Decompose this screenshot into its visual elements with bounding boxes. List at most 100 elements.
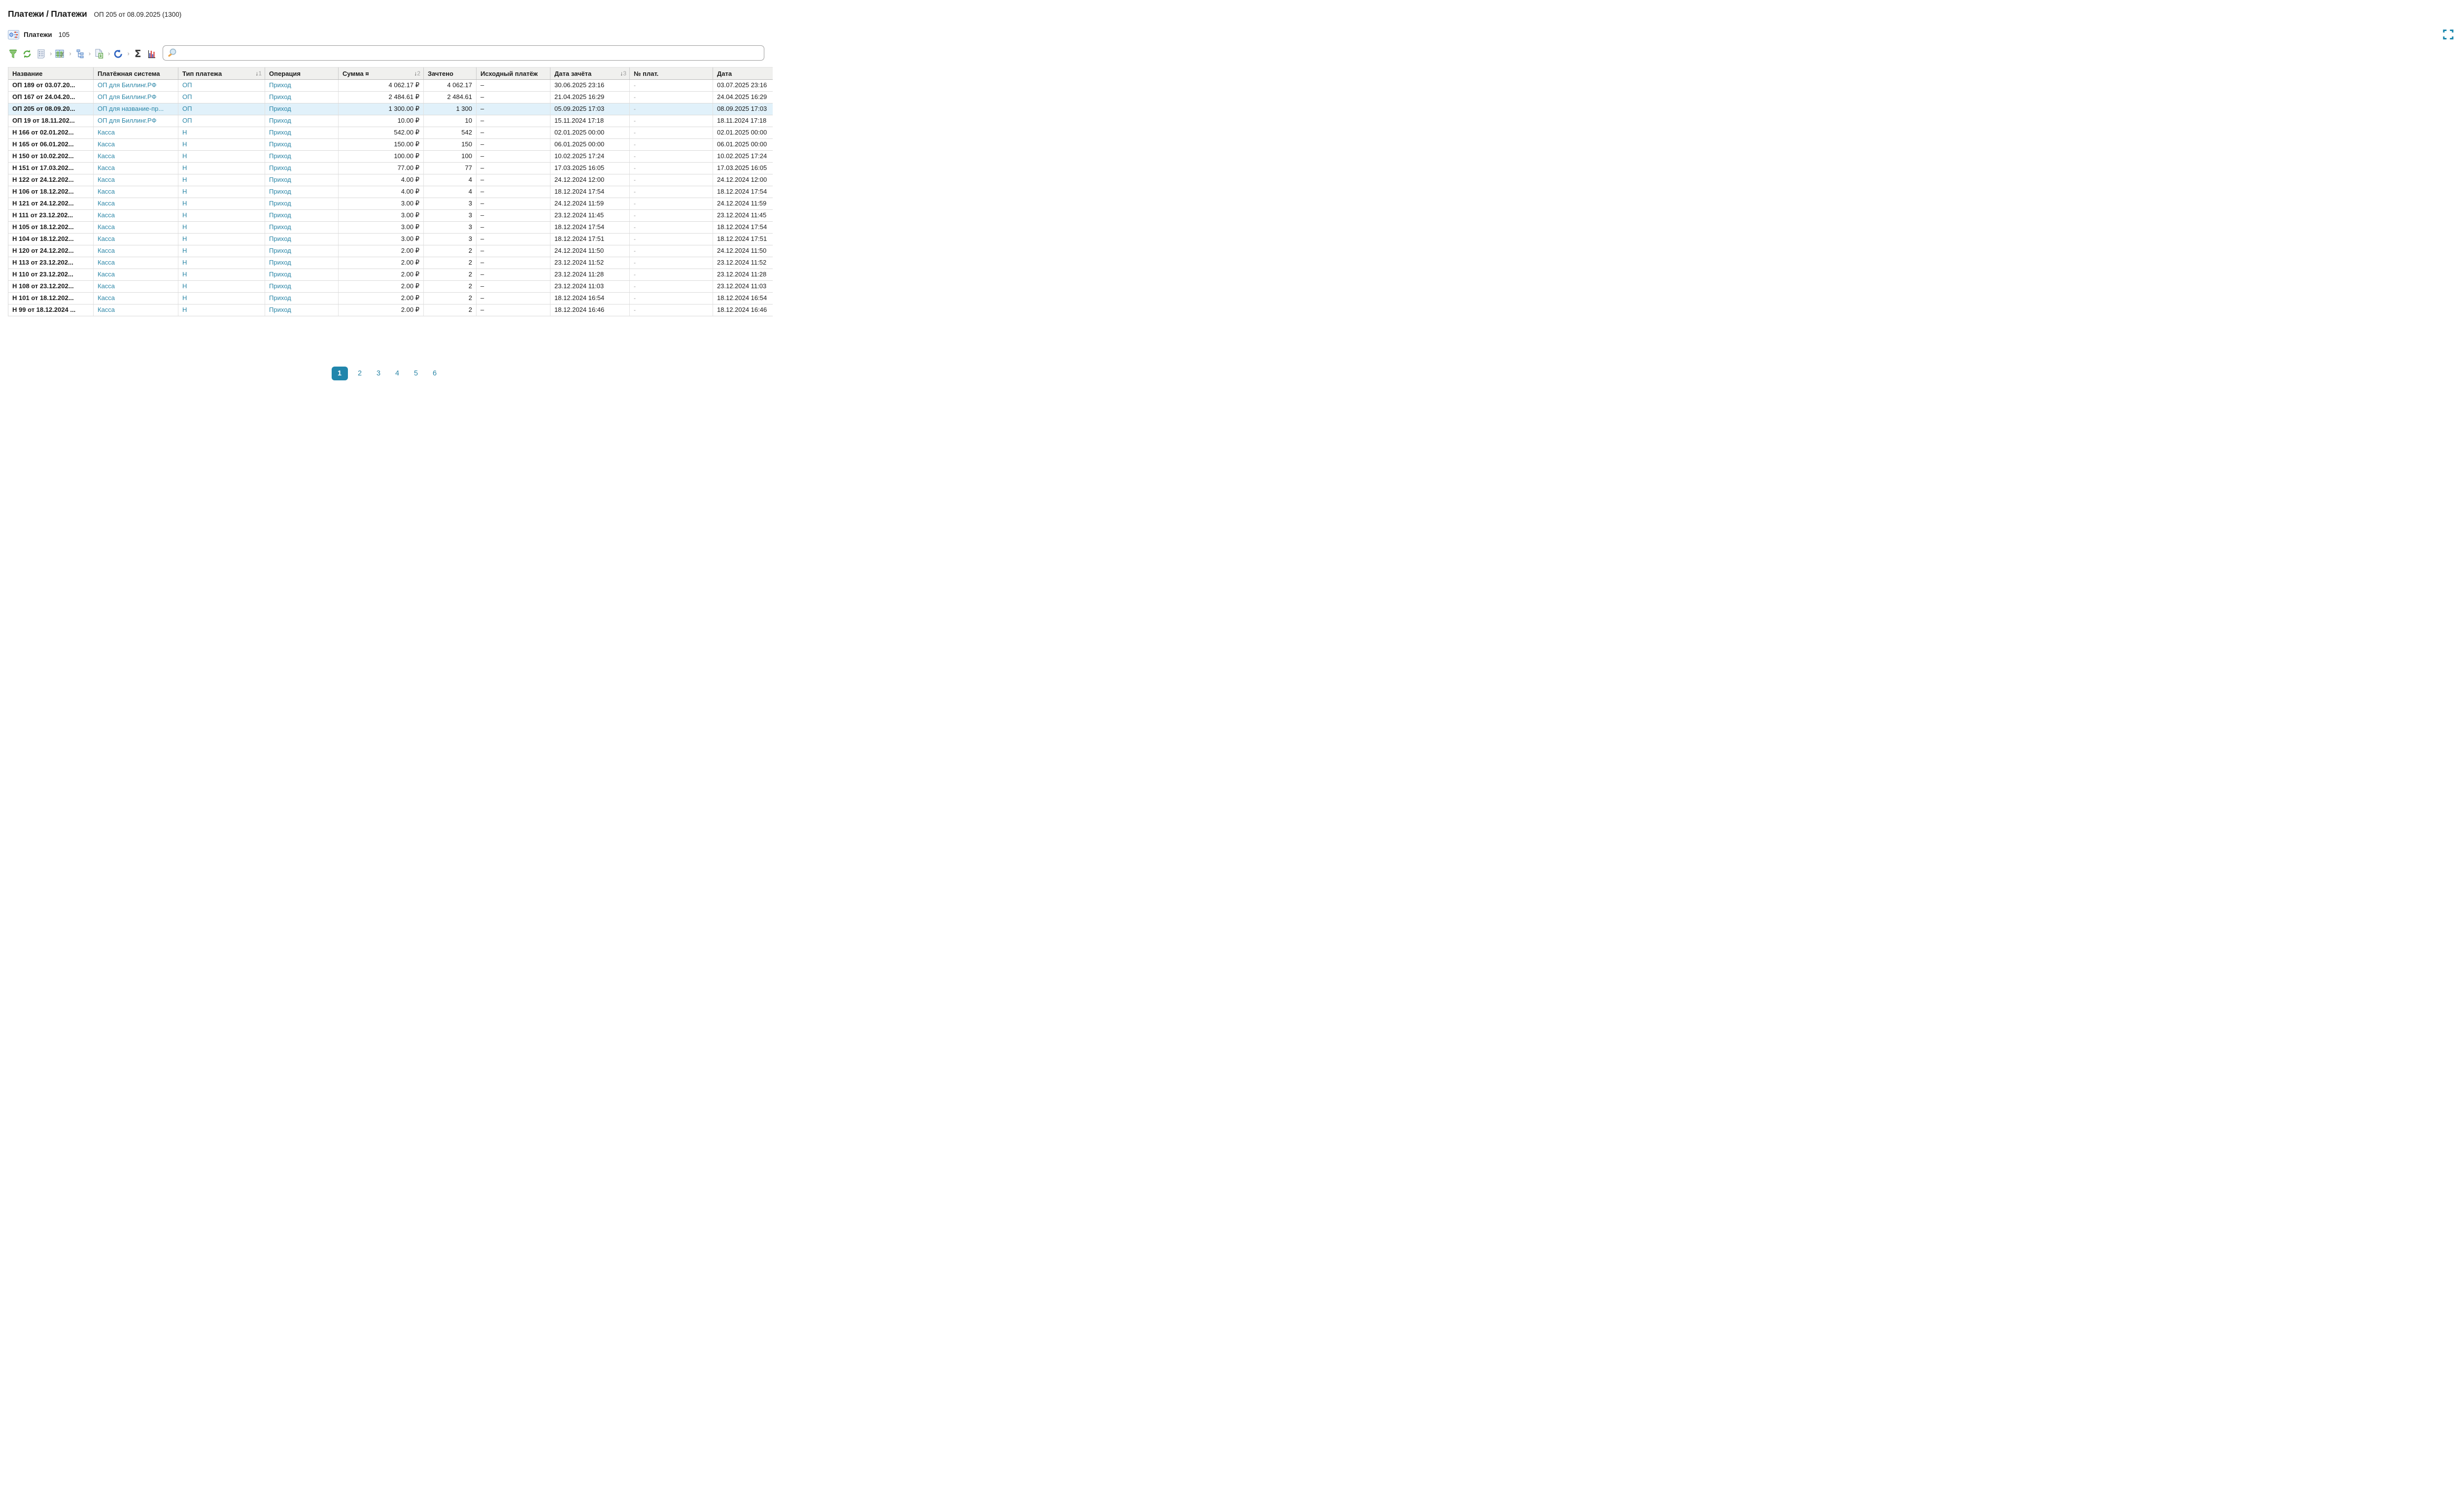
cell-operation[interactable]: Приход: [265, 186, 339, 198]
cell-payment-system[interactable]: Касса: [94, 127, 178, 138]
cell-payment-type[interactable]: Н: [178, 269, 265, 280]
cell-payment-system[interactable]: Касса: [94, 151, 178, 162]
cell-payment-type[interactable]: Н: [178, 210, 265, 221]
table-row[interactable]: Н 108 от 23.12.202... Касса Н Приход 2.00 ₽2…: [8, 281, 773, 293]
sum-icon[interactable]: Σ: [134, 48, 141, 60]
cell-payment-type[interactable]: ОП: [178, 103, 265, 115]
table-row[interactable]: Н 110 от 23.12.202... Касса Н Приход 2.00 ₽2…: [8, 269, 773, 281]
cell-payment-type[interactable]: Н: [178, 293, 265, 304]
cell-payment-system[interactable]: Касса: [94, 257, 178, 269]
cell-operation[interactable]: Приход: [265, 151, 339, 162]
table-row[interactable]: ОП 189 от 03.07.20... ОП для Биллинг.РФ ОП…: [8, 80, 773, 92]
table-row[interactable]: ОП 167 от 24.04.20... ОП для Биллинг.РФ ОП…: [8, 92, 773, 103]
page-button-3[interactable]: 3: [376, 370, 381, 377]
cell-operation[interactable]: Приход: [265, 174, 339, 186]
cell-payment-system[interactable]: Касса: [94, 293, 178, 304]
cell-payment-system[interactable]: Касса: [94, 186, 178, 198]
table-row[interactable]: Н 111 от 23.12.202... Касса Н Приход 3.00 ₽3…: [8, 210, 773, 222]
cell-payment-type[interactable]: Н: [178, 198, 265, 209]
cell-payment-system[interactable]: Касса: [94, 198, 178, 209]
table-row[interactable]: Н 165 от 06.01.202... Касса Н Приход 150.00 …: [8, 139, 773, 151]
cell-operation[interactable]: Приход: [265, 281, 339, 292]
cell-operation[interactable]: Приход: [265, 92, 339, 103]
fullscreen-icon[interactable]: [2443, 29, 2454, 40]
cell-payment-type[interactable]: ОП: [178, 92, 265, 103]
cell-payment-system[interactable]: ОП для Биллинг.РФ: [94, 80, 178, 91]
cell-payment-system[interactable]: ОП для Биллинг.РФ: [94, 115, 178, 127]
table-row[interactable]: Н 122 от 24.12.202... Касса Н Приход 4.00 ₽4…: [8, 174, 773, 186]
cell-payment-system[interactable]: Касса: [94, 304, 178, 316]
report-icon[interactable]: [35, 48, 46, 59]
cell-operation[interactable]: Приход: [265, 127, 339, 138]
table-row[interactable]: Н 105 от 18.12.202... Касса Н Приход 3.00 ₽3…: [8, 222, 773, 234]
cell-payment-system[interactable]: Касса: [94, 281, 178, 292]
cell-payment-type[interactable]: Н: [178, 127, 265, 138]
tree-icon[interactable]: [74, 48, 85, 59]
page-button-5[interactable]: 5: [413, 370, 418, 377]
page-button-2[interactable]: 2: [357, 370, 362, 377]
cell-payment-system[interactable]: Касса: [94, 210, 178, 221]
table-row[interactable]: ОП 205 от 08.09.20... ОП для название-пр.…: [8, 103, 773, 115]
cell-operation[interactable]: Приход: [265, 234, 339, 245]
search-input[interactable]: [163, 45, 764, 61]
cell-payment-type[interactable]: Н: [178, 151, 265, 162]
column-header-credited[interactable]: Зачтено: [424, 68, 477, 79]
table-row[interactable]: Н 104 от 18.12.202... Касса Н Приход 3.00 ₽3…: [8, 234, 773, 245]
refresh-icon[interactable]: [22, 48, 33, 59]
cell-payment-system[interactable]: Касса: [94, 269, 178, 280]
cell-operation[interactable]: Приход: [265, 269, 339, 280]
cell-payment-system[interactable]: Касса: [94, 222, 178, 233]
chart-icon[interactable]: [146, 48, 157, 59]
table-row[interactable]: ОП 19 от 18.11.202... ОП для Биллинг.РФ ОП…: [8, 115, 773, 127]
column-header-payment-no[interactable]: № плат.: [630, 68, 713, 79]
column-header-source-payment[interactable]: Исходный платёж: [477, 68, 550, 79]
table-row[interactable]: Н 120 от 24.12.202... Касса Н Приход 2.00 ₽2…: [8, 245, 773, 257]
cell-payment-type[interactable]: Н: [178, 186, 265, 198]
column-header-name[interactable]: Название: [8, 68, 94, 79]
column-header-operation[interactable]: Операция: [265, 68, 339, 79]
cell-operation[interactable]: Приход: [265, 139, 339, 150]
cell-operation[interactable]: Приход: [265, 103, 339, 115]
column-header-date[interactable]: Дата: [713, 68, 773, 79]
column-header-payment-system[interactable]: Платёжная система: [94, 68, 178, 79]
cell-payment-system[interactable]: Касса: [94, 245, 178, 257]
table-row[interactable]: Н 150 от 10.02.202... Касса Н Приход 100.00 …: [8, 151, 773, 163]
cell-payment-system[interactable]: ОП для Биллинг.РФ: [94, 92, 178, 103]
cell-payment-system[interactable]: Касса: [94, 234, 178, 245]
table-row[interactable]: Н 113 от 23.12.202... Касса Н Приход 2.00 ₽2…: [8, 257, 773, 269]
table-edit-icon[interactable]: [55, 48, 66, 59]
column-header-sum[interactable]: Сумма ¤ ↓2: [339, 68, 424, 79]
cell-payment-system[interactable]: Касса: [94, 139, 178, 150]
table-row[interactable]: Н 106 от 18.12.202... Касса Н Приход 4.00 ₽4…: [8, 186, 773, 198]
list-settings-icon[interactable]: [8, 30, 19, 39]
export-icon[interactable]: [94, 48, 104, 59]
cell-payment-system[interactable]: ОП для название-пр...: [94, 103, 178, 115]
cell-payment-type[interactable]: Н: [178, 139, 265, 150]
cell-operation[interactable]: Приход: [265, 115, 339, 127]
cell-payment-type[interactable]: Н: [178, 245, 265, 257]
cell-operation[interactable]: Приход: [265, 257, 339, 269]
filter-icon[interactable]: [8, 48, 19, 59]
cell-operation[interactable]: Приход: [265, 293, 339, 304]
cell-operation[interactable]: Приход: [265, 222, 339, 233]
cell-payment-system[interactable]: Касса: [94, 174, 178, 186]
column-header-credit-date[interactable]: Дата зачёта ↓3: [550, 68, 630, 79]
page-button-6[interactable]: 6: [432, 370, 437, 377]
table-row[interactable]: Н 166 от 02.01.202... Касса Н Приход 542.00 …: [8, 127, 773, 139]
cell-payment-type[interactable]: ОП: [178, 80, 265, 91]
cell-operation[interactable]: Приход: [265, 163, 339, 174]
cell-payment-type[interactable]: Н: [178, 163, 265, 174]
table-row[interactable]: Н 121 от 24.12.202... Касса Н Приход 3.00 ₽3…: [8, 198, 773, 210]
cell-payment-type[interactable]: Н: [178, 257, 265, 269]
cell-operation[interactable]: Приход: [265, 245, 339, 257]
undo-icon[interactable]: [113, 48, 124, 59]
cell-operation[interactable]: Приход: [265, 80, 339, 91]
table-row[interactable]: Н 101 от 18.12.202... Касса Н Приход 2.00 ₽2…: [8, 293, 773, 304]
cell-payment-type[interactable]: Н: [178, 222, 265, 233]
cell-payment-type[interactable]: ОП: [178, 115, 265, 127]
table-row[interactable]: Н 99 от 18.12.2024 ... Касса Н Приход 2.00 ₽…: [8, 304, 773, 316]
cell-operation[interactable]: Приход: [265, 304, 339, 316]
cell-payment-type[interactable]: Н: [178, 234, 265, 245]
cell-operation[interactable]: Приход: [265, 210, 339, 221]
page-button-1[interactable]: 1: [331, 367, 348, 380]
